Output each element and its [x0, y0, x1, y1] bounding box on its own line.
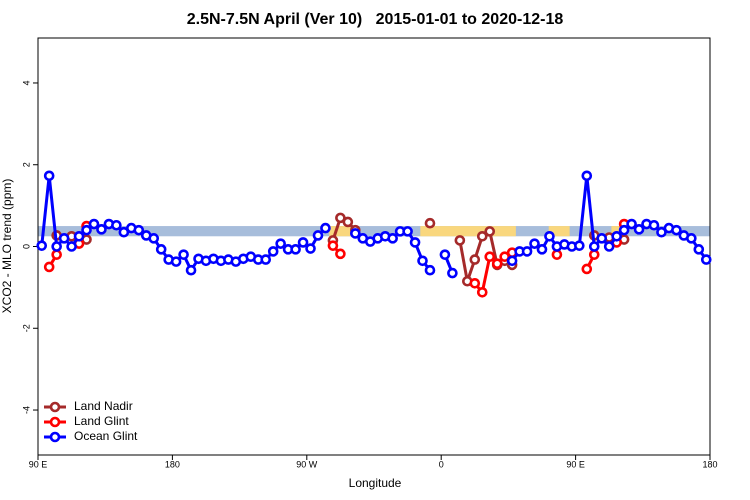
point: [290, 244, 301, 255]
point: [424, 264, 436, 276]
point: [43, 261, 55, 273]
point: [581, 263, 593, 275]
y-tick-label: 0: [21, 244, 31, 249]
x-tick-label: 90 E: [566, 459, 585, 469]
y-tick-label: 2: [21, 162, 31, 167]
point: [297, 237, 309, 248]
point: [588, 241, 600, 252]
point: [476, 230, 488, 242]
land-patch: [420, 226, 516, 237]
point: [447, 267, 458, 279]
chart-title: 2.5N-7.5N April (Ver 10) 2015-01-01 to 2…: [187, 11, 564, 28]
point: [656, 226, 667, 238]
point: [81, 224, 92, 236]
point: [267, 246, 279, 257]
point: [133, 224, 145, 236]
point: [603, 241, 615, 252]
point: [155, 244, 167, 255]
point: [178, 249, 189, 260]
point: [626, 218, 637, 230]
point: [491, 258, 503, 269]
point: [58, 233, 70, 244]
point: [51, 249, 62, 260]
point: [335, 212, 346, 224]
point: [686, 233, 697, 244]
point: [51, 241, 62, 252]
point: [469, 277, 481, 289]
land-patch: [611, 226, 625, 237]
point: [148, 233, 160, 244]
point: [88, 218, 100, 230]
point: [312, 230, 324, 241]
point: [350, 228, 361, 239]
point: [43, 170, 55, 182]
point: [73, 230, 85, 242]
point: [439, 249, 451, 260]
point: [633, 224, 645, 235]
legend-marker: [49, 431, 61, 443]
legend-marker: [49, 416, 61, 428]
point: [648, 219, 660, 231]
point: [327, 240, 339, 251]
legend-marker: [49, 401, 61, 413]
point: [618, 224, 630, 236]
x-tick-label: 90 W: [296, 459, 318, 469]
point: [596, 233, 608, 244]
point: [36, 240, 48, 251]
point: [454, 235, 466, 246]
point: [611, 230, 622, 242]
point: [536, 244, 548, 255]
point: [544, 230, 555, 242]
point: [506, 255, 518, 267]
point: [260, 254, 272, 265]
point: [96, 224, 107, 235]
point: [170, 256, 182, 267]
legend-label: Land Nadir: [74, 399, 133, 413]
point: [387, 233, 398, 244]
reference-band: [38, 226, 710, 237]
point: [469, 254, 481, 265]
point: [551, 249, 563, 260]
x-axis-label: Longitude: [349, 476, 402, 490]
series: [36, 170, 712, 279]
point: [581, 170, 593, 182]
point: [529, 238, 540, 249]
x-tick-label: 180: [702, 459, 717, 469]
point: [111, 219, 122, 231]
point: [305, 243, 316, 254]
legend-label: Ocean Glint: [74, 429, 138, 443]
point: [521, 246, 533, 257]
point: [409, 237, 421, 248]
point: [484, 226, 496, 237]
point: [320, 222, 331, 234]
x-tick-label: 180: [165, 459, 180, 469]
y-tick-label: 4: [21, 80, 31, 85]
point: [335, 248, 346, 260]
point: [66, 241, 77, 252]
point: [700, 254, 712, 265]
land-patch: [548, 226, 570, 237]
point: [588, 249, 600, 260]
point: [417, 255, 428, 267]
y-tick-label: -4: [21, 406, 31, 414]
point: [185, 264, 197, 276]
x-tick-label: 90 E: [29, 459, 48, 469]
point: [275, 238, 286, 249]
point: [118, 226, 130, 238]
point: [476, 286, 488, 298]
y-tick-label: -2: [21, 324, 31, 332]
legend-label: Land Glint: [74, 414, 129, 428]
point: [499, 251, 510, 263]
point: [574, 240, 585, 251]
land-patch: [329, 226, 360, 237]
point: [342, 216, 354, 228]
point: [402, 226, 413, 237]
x-tick-label: 0: [439, 459, 444, 469]
point: [484, 251, 496, 263]
point: [671, 224, 682, 236]
point: [424, 217, 436, 229]
point: [693, 244, 705, 255]
y-axis-label: XCO2 - MLO trend (ppm): [0, 179, 14, 314]
